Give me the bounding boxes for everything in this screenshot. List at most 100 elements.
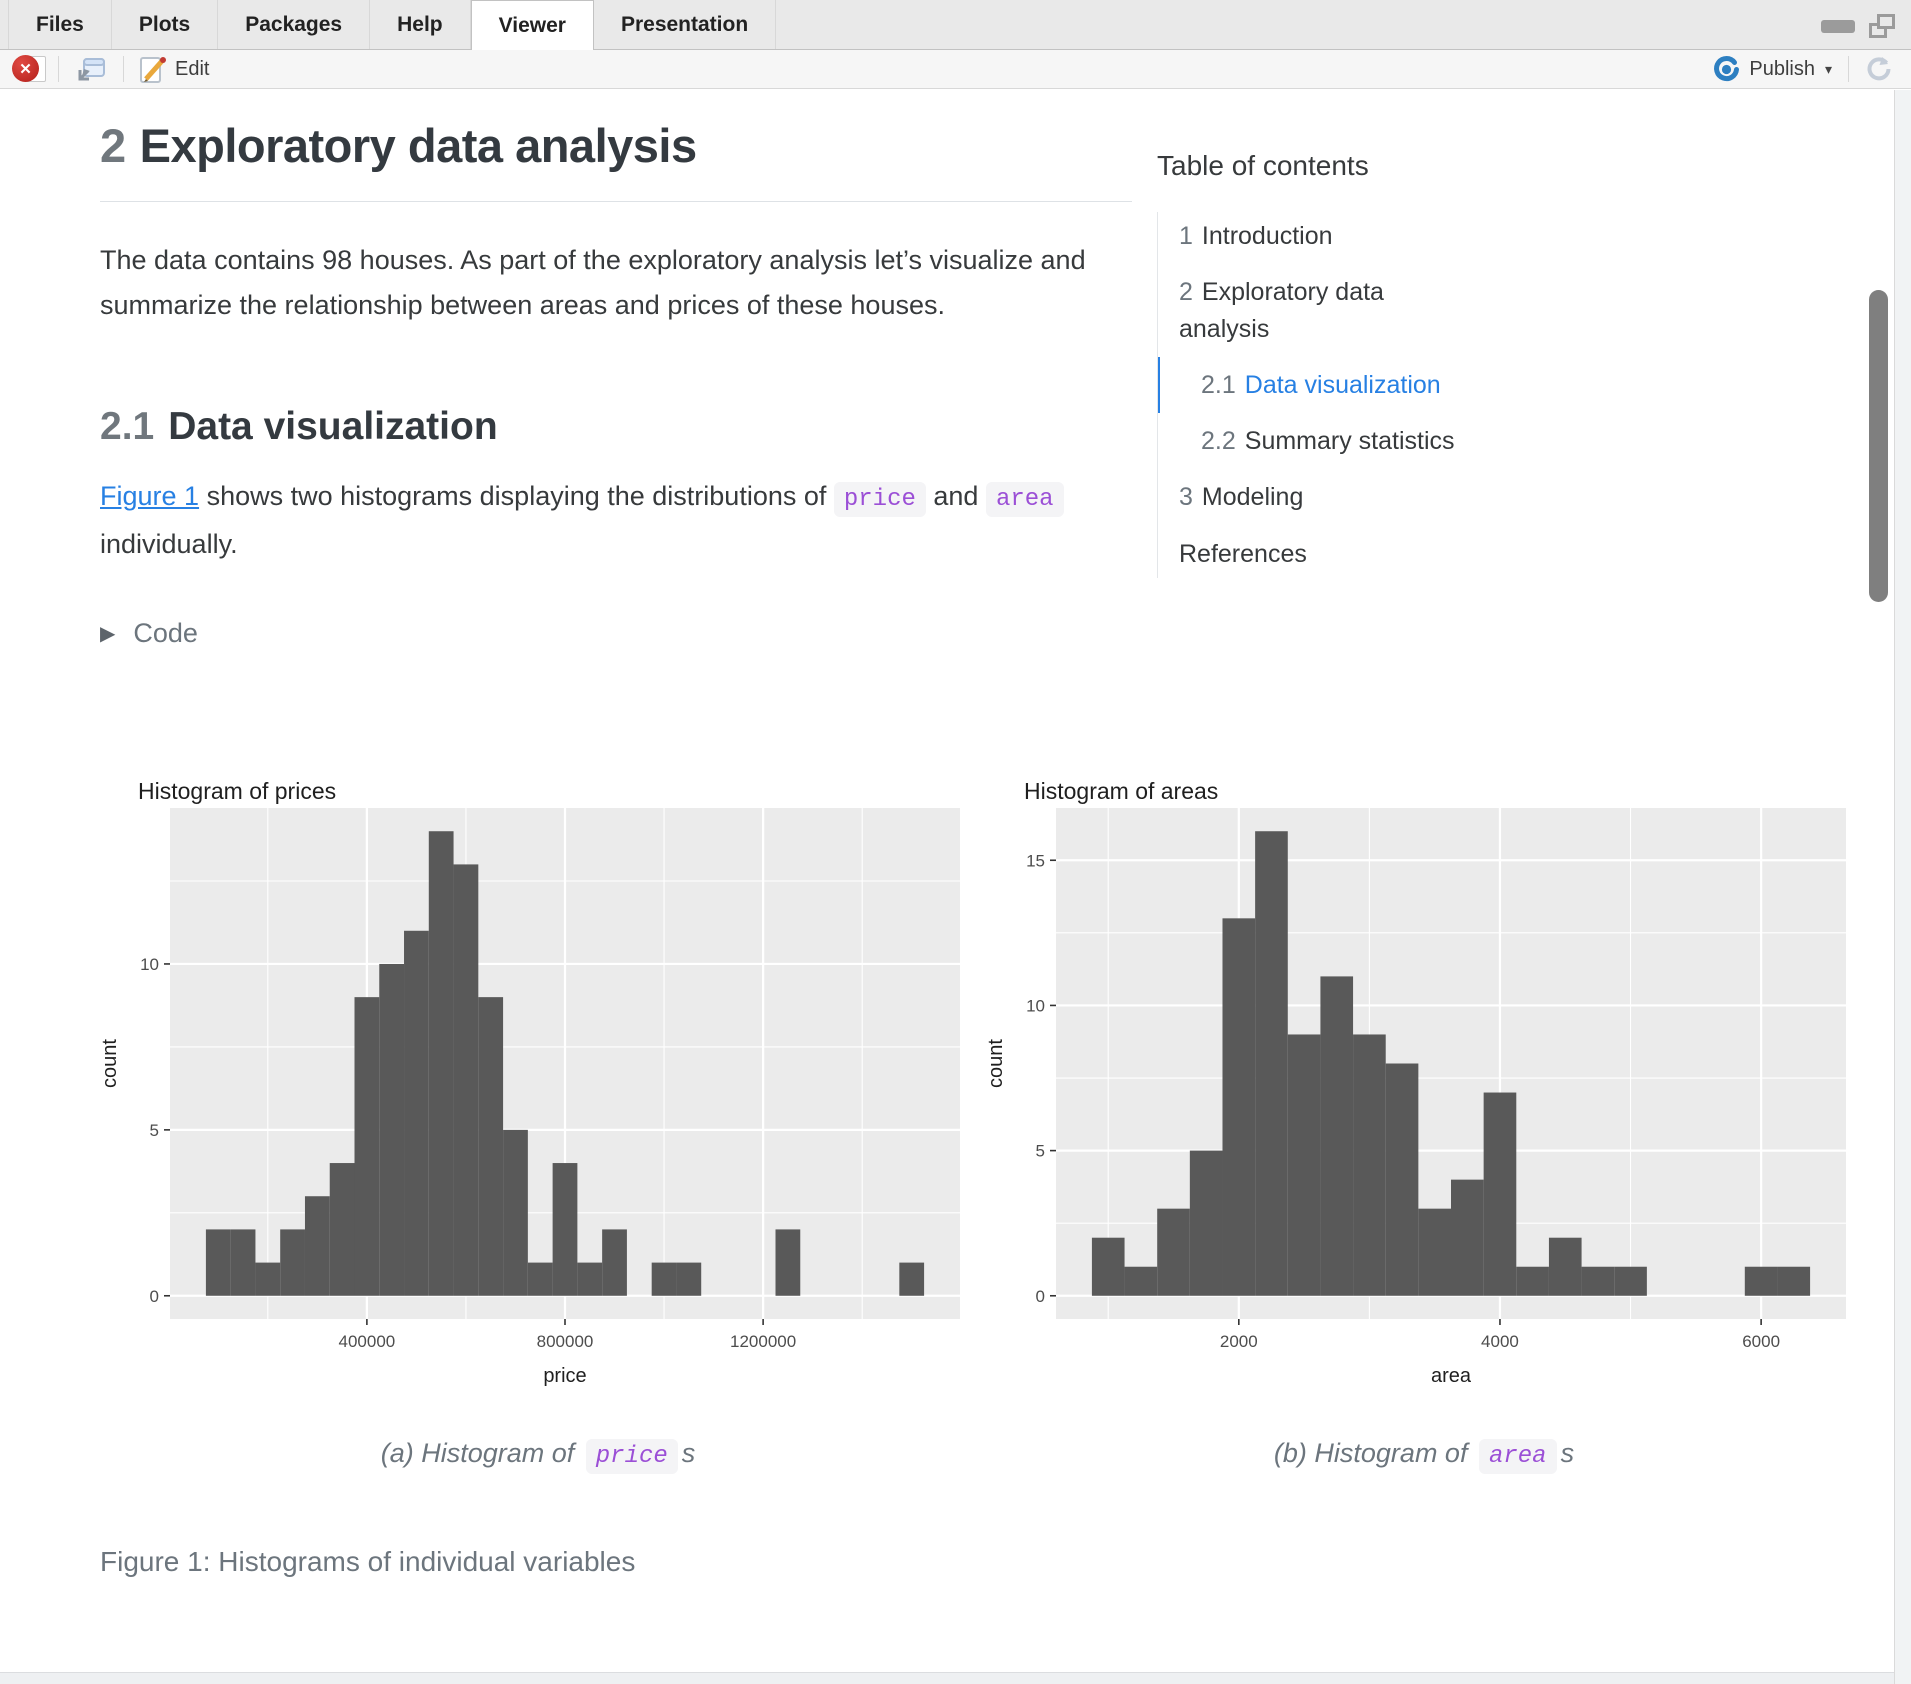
popout-window-icon [78,58,105,81]
price-code-chip: price [585,1439,678,1475]
minimize-pane-icon[interactable] [1821,19,1855,33]
disclosure-triangle-icon: ▶ [100,623,116,646]
paragraph-text: shows two histograms displaying the dist… [199,481,834,512]
subfigure-b: 0 5 10 15 2000 4000 6000 area count Histogram of … [985,778,1862,1475]
toc-item-label: Summary statistics [1244,427,1455,455]
vertical-scrollbar-thumb[interactable] [1869,290,1888,602]
scrollbar-gutter [1894,90,1911,1684]
svg-text:0: 0 [150,1287,159,1306]
popout-button[interactable] [69,53,113,85]
toc-item-number: 2.2 [1201,427,1236,455]
subfigure-a: 0 5 10 400000 800000 1200000 price count Histogr… [99,778,976,1475]
toolbar-separator [1848,56,1849,82]
tab-strip: Files Plots Packages Help Viewer Presentation [8,0,777,50]
publish-dropdown-caret-icon[interactable]: ▾ [1824,60,1832,77]
paragraph-text: and [925,481,986,512]
table-of-contents: Table of contents 1 Introduction 2 Explorat… [1157,150,1469,582]
tab-presentation[interactable]: Presentation [594,0,777,49]
toc-item[interactable]: 2 Exploratory data analysis [1157,264,1469,357]
toc-item-number: 2.1 [1201,370,1236,399]
toc-list: 1 Introduction 2 Exploratory data analysis 2… [1157,208,1469,582]
subfigure-b-caption: (b) Histogram of area s [986,1438,1862,1475]
svg-text:10: 10 [1026,997,1045,1016]
svg-text:400000: 400000 [339,1332,396,1351]
svg-text:0: 0 [1036,1287,1045,1306]
rendered-document: 2 Exploratory data analysis The data cont… [0,90,1894,1684]
subfigure-a-caption: (a) Histogram of price s [100,1438,976,1475]
toolbar-separator [123,56,124,82]
toc-item-number: 2 [1179,278,1193,307]
svg-text:4000: 4000 [1481,1332,1519,1351]
toc-item[interactable]: 3 Modeling [1157,469,1469,525]
svg-text:area: area [1431,1365,1472,1387]
caption-text: s [681,1438,696,1469]
refresh-button[interactable] [1859,53,1899,85]
code-toggle[interactable]: ▶ Code [100,618,500,649]
publish-button[interactable]: Publish ▾ [1706,54,1838,85]
tab-packages[interactable]: Packages [218,0,371,49]
toc-item[interactable]: 1 Introduction [1157,208,1469,264]
svg-text:5: 5 [1036,1142,1045,1161]
subsection-number: 2.1 [100,405,155,449]
histogram-of-areas-chart: 0 5 10 15 2000 4000 6000 area count Histogram of … [985,778,1862,1396]
section-title: Exploratory data analysis [139,119,697,172]
svg-text:price: price [543,1365,586,1387]
caption-text: (a) Histogram of [380,1438,582,1469]
tab-help[interactable]: Help [370,0,471,49]
svg-text:5: 5 [150,1121,159,1140]
toc-item-label: Data visualization [1244,370,1441,399]
edit-button[interactable]: Edit [134,53,215,85]
area-code-chip: area [1478,1439,1557,1475]
toc-item-label: Introduction [1201,222,1333,250]
svg-text:1200000: 1200000 [730,1332,796,1351]
edit-pencil-icon [140,57,166,83]
viewer-toolbar: ✕ Edit [0,50,1911,89]
paragraph-text: individually. [100,529,238,560]
stop-icon: ✕ [12,55,39,82]
toc-item[interactable]: 2.1 Data visualization [1157,357,1469,413]
tab-files[interactable]: Files [8,0,112,49]
figure-1-link[interactable]: Figure 1 [100,481,200,512]
stop-button[interactable]: ✕ [12,54,48,84]
toc-item[interactable]: 2.2 Summary statistics [1157,413,1469,469]
toc-item[interactable]: References [1157,526,1469,582]
toc-item-label: Exploratory data analysis [1179,278,1384,343]
section-heading: 2 Exploratory data analysis [100,118,1132,202]
code-disclosure: ▶ Code [100,618,500,649]
page-bottom-strip [0,1672,1894,1684]
toolbar-separator [58,56,59,82]
price-code-chip: price [833,482,926,518]
refresh-icon [1867,57,1891,81]
histogram-of-prices-chart: 0 5 10 400000 800000 1200000 price count Histogr… [99,778,976,1396]
tab-viewer[interactable]: Viewer [470,0,594,50]
svg-text:10: 10 [140,955,159,974]
caption-text: s [1560,1438,1575,1469]
figure-intro-paragraph: Figure 1 shows two histograms displaying… [100,473,1138,568]
svg-text:Histogram of prices: Histogram of prices [138,779,336,804]
svg-text:count: count [100,1039,121,1088]
caption-text: (b) Histogram of [1273,1438,1475,1469]
toc-item-label: References [1179,539,1307,568]
toc-title: Table of contents [1157,150,1369,181]
intro-paragraph: The data contains 98 houses. As part of … [100,245,1086,320]
subsection-title: Data visualization [168,405,498,449]
toc-item-number: 3 [1179,483,1193,512]
tab-plots[interactable]: Plots [112,0,219,49]
svg-text:count: count [986,1039,1007,1088]
area-code-chip: area [985,482,1064,518]
figure-1-caption: Figure 1: Histograms of individual varia… [100,1546,636,1578]
svg-text:Histogram of areas: Histogram of areas [1024,779,1218,804]
publish-button-label: Publish [1749,57,1815,80]
window-buttons [1821,14,1895,38]
code-toggle-label: Code [133,618,198,649]
maximize-pane-icon[interactable] [1869,14,1895,38]
toc-item-label: Modeling [1201,483,1304,512]
svg-text:15: 15 [1026,852,1045,871]
edit-button-label: Edit [175,57,210,80]
toc-item-number: 1 [1179,222,1193,250]
subsection-heading: 2.1 Data visualization [100,405,1894,449]
svg-text:2000: 2000 [1220,1332,1258,1351]
section-number: 2 [100,119,126,172]
pane-tab-bar: Files Plots Packages Help Viewer Presentation [0,0,1911,50]
